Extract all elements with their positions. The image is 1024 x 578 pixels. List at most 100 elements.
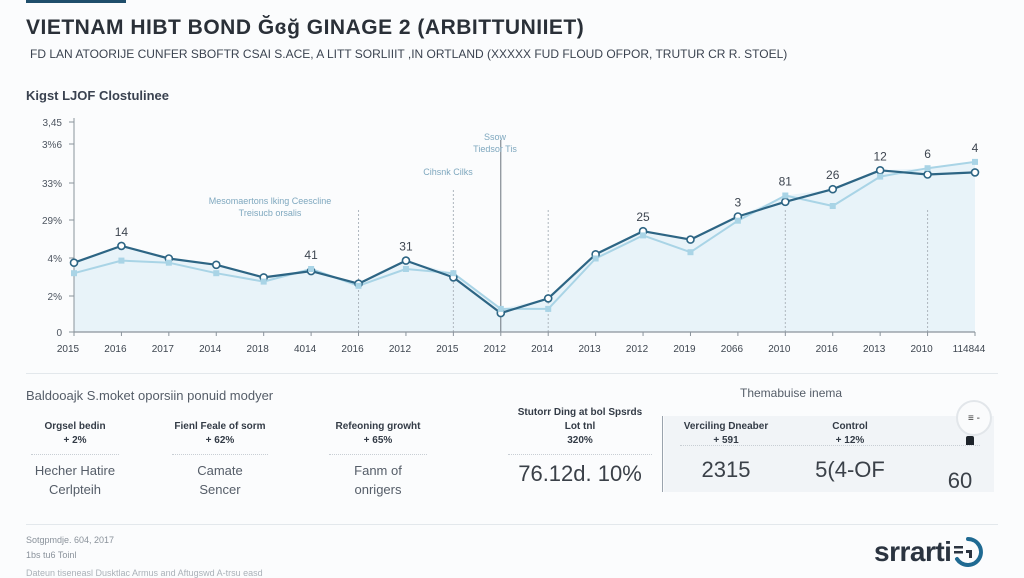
line-chart: 0 2% 4% 29% 33% 3%6 3,45 2015 2016 2017 2014 2018 40… xyxy=(42,118,986,355)
x-tick-label: 2014 xyxy=(531,344,554,355)
data-point xyxy=(686,235,695,244)
stat-desc: Cerlpteih xyxy=(48,482,102,497)
menu-toggle-button[interactable]: ≡ - xyxy=(956,400,992,436)
stat-card: Fienl Feale of sorm + 62% Camate Sencer xyxy=(170,420,270,499)
data-point xyxy=(781,197,790,207)
data-point xyxy=(923,170,932,179)
data-point xyxy=(877,173,884,180)
data-point xyxy=(213,270,220,277)
stat-card: Orgsel bedin + 2% Hecher Hatire Cerlptei… xyxy=(30,420,120,499)
y-tick-label: 3%6 xyxy=(42,140,62,151)
panel-divider xyxy=(662,416,663,492)
stat-desc: onrigers xyxy=(354,482,402,497)
data-label: 6 xyxy=(924,147,931,161)
data-label: 31 xyxy=(399,240,413,254)
stat-rule xyxy=(508,454,652,455)
stat-big-value: 60 xyxy=(947,468,973,493)
stat-value: + 591 xyxy=(713,435,739,446)
stat-card: Control + 12% 5(4-OF xyxy=(800,420,900,483)
stat-desc: Camate xyxy=(197,463,243,478)
data-point xyxy=(970,168,980,177)
stat-label: Control xyxy=(832,421,868,432)
data-point xyxy=(687,249,694,256)
stat-sublabel: Lot tnl xyxy=(564,421,596,432)
data-point xyxy=(972,158,978,165)
chart-annotation: Ssow xyxy=(484,132,507,142)
page-title: VIETNAM HIBT BOND Ğɞğ GINAGE 2 (ARBITTUN… xyxy=(26,16,585,39)
brand-logo: srrarti xyxy=(874,535,985,569)
series-line-primary xyxy=(73,169,976,315)
stat-desc: Sencer xyxy=(199,482,241,497)
pin-icon[interactable] xyxy=(966,436,974,445)
chart-area-fill xyxy=(74,161,975,332)
stat-label: Refeoning growht xyxy=(335,421,421,432)
data-point xyxy=(402,266,409,272)
x-tick-label: 2016 xyxy=(816,344,839,355)
data-point xyxy=(497,305,504,312)
data-point xyxy=(640,232,647,239)
x-tick-label: 2012 xyxy=(389,344,412,355)
x-tick-label: 2016 xyxy=(104,344,127,355)
data-point xyxy=(592,255,599,262)
data-point xyxy=(401,256,411,265)
chart-annotation: Mesomaertons lking Ceescline xyxy=(209,196,332,206)
stat-rule xyxy=(329,454,427,455)
data-label: 12 xyxy=(873,149,887,163)
data-point xyxy=(165,259,172,266)
x-tick-label: 2012 xyxy=(484,344,507,355)
y-tick-label: 0 xyxy=(56,328,62,339)
chart-annotation: Cihsnk Cilks xyxy=(423,167,473,177)
x-tick-label: 2066 xyxy=(721,344,744,355)
y-tick-label: 29% xyxy=(42,216,62,227)
data-point xyxy=(734,217,741,224)
x-tick-label: 2015 xyxy=(436,344,459,355)
data-point xyxy=(308,266,315,272)
footer-source: 1bs tu6 Toinl xyxy=(26,550,77,560)
stat-desc: Fanm of xyxy=(354,463,402,478)
x-tick-label: 114844 xyxy=(953,344,986,355)
stat-rule xyxy=(31,454,119,455)
data-point xyxy=(117,241,126,251)
data-point xyxy=(71,270,77,277)
data-label: 41 xyxy=(304,248,318,262)
stat-card: 60 xyxy=(930,466,990,494)
series-line-secondary xyxy=(73,160,976,310)
stats-right-title: Themabuise inema xyxy=(740,386,843,400)
stat-rule xyxy=(172,454,268,455)
y-tick-label: 2% xyxy=(48,292,63,303)
footer-divider xyxy=(26,524,998,525)
footer-note: Dateun tiseneasl Dusktlac Armus and Aftu… xyxy=(26,568,263,578)
stat-label: Fienl Feale of sorm xyxy=(174,421,266,432)
page-subtitle: FD LAN ATOORIJE CUNFER SBOFTR CSAI S.ACE… xyxy=(30,47,788,61)
data-point xyxy=(211,260,221,270)
stat-label: Stutorr Ding at bol Spsrds xyxy=(517,407,643,418)
data-label: 14 xyxy=(115,225,129,239)
x-tick-label: 2017 xyxy=(152,344,175,355)
stat-big-value: 2315 xyxy=(701,457,751,482)
x-tick-label: 2016 xyxy=(341,344,364,355)
data-label: 25 xyxy=(636,210,650,224)
data-point xyxy=(543,294,553,303)
footer-date: Sotgpmdje. 604, 2017 xyxy=(26,535,115,545)
stat-big-value: 76.12d. 10% xyxy=(518,461,642,486)
x-tick-label: 2010 xyxy=(910,344,933,355)
x-tick-label: 2018 xyxy=(247,344,270,355)
stat-value: + 2% xyxy=(63,435,87,446)
data-point xyxy=(450,270,457,277)
x-tick-label: 2012 xyxy=(626,344,649,355)
stat-big-value: 5(4-OF xyxy=(815,457,885,482)
x-tick-label: 2013 xyxy=(863,344,886,355)
stat-value: + 12% xyxy=(835,435,865,446)
data-point xyxy=(829,203,836,209)
data-point xyxy=(118,257,125,264)
data-point xyxy=(260,278,267,285)
stat-card: Refeoning growht + 65% Fanm of onrigers xyxy=(326,420,430,499)
section-divider xyxy=(26,373,998,374)
logo-text: srrarti xyxy=(874,536,952,567)
x-tick-label: 4014 xyxy=(294,344,317,355)
y-tick-label: 4% xyxy=(48,254,63,265)
data-point xyxy=(875,166,885,175)
stat-label: Orgsel bedin xyxy=(44,421,106,432)
data-label: 81 xyxy=(779,175,793,189)
chart-title: Kigst LJOF Clostulinee xyxy=(26,88,170,103)
